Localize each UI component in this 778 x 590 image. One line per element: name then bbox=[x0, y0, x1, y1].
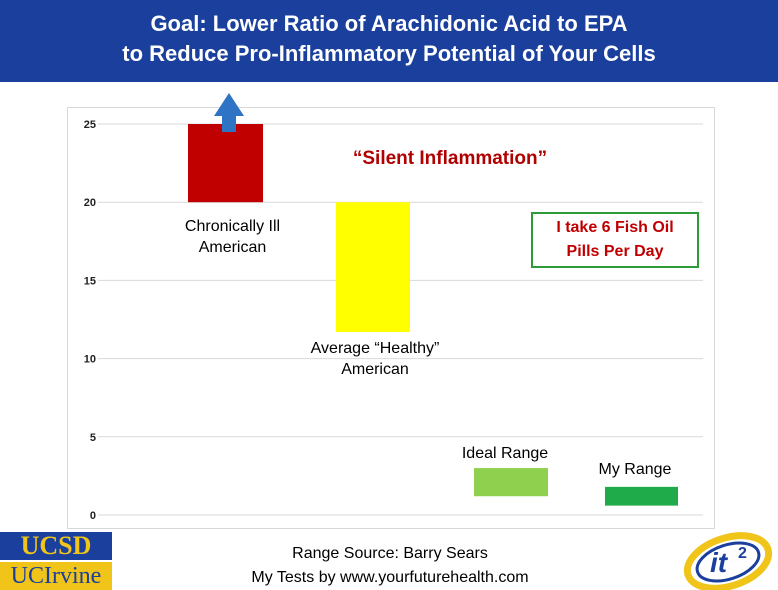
title-line-1: Goal: Lower Ratio of Arachidonic Acid to… bbox=[150, 11, 628, 36]
bar-4 bbox=[605, 486, 678, 506]
up-arrow-icon bbox=[214, 93, 244, 132]
y-tick-label: 15 bbox=[84, 275, 96, 287]
y-tick-label: 20 bbox=[84, 197, 96, 209]
average-label-line-2: American bbox=[341, 361, 409, 378]
silent-inflammation-label: “Silent Inflammation” bbox=[352, 148, 548, 169]
chronic-label-line-2: American bbox=[198, 239, 267, 256]
title-banner: Goal: Lower Ratio of Arachidonic Acid to… bbox=[0, 0, 778, 82]
bar-3 bbox=[474, 468, 548, 497]
chronic-label-line-1: Chronically Ill bbox=[184, 218, 281, 235]
ideal-range-label: Ideal Range bbox=[461, 445, 549, 462]
source-line-2: My Tests by www.yourfuturehealth.com bbox=[251, 569, 529, 586]
bars bbox=[188, 124, 678, 506]
fish-oil-line-2: Pills Per Day bbox=[566, 243, 664, 260]
average-label-line-1: Average “Healthy” bbox=[310, 340, 440, 357]
source-line-1: Range Source: Barry Sears bbox=[292, 545, 488, 562]
chart-frame bbox=[67, 107, 715, 529]
y-tick-label: 5 bbox=[90, 432, 96, 444]
it2-logo: it 2 bbox=[683, 532, 773, 590]
average-label: Average “Healthy” American bbox=[280, 338, 470, 380]
y-axis-ticks: 0 5 10 15 20 25 bbox=[84, 119, 96, 522]
source-note: Range Source: Barry Sears My Tests by ww… bbox=[190, 542, 590, 590]
y-tick-label: 25 bbox=[84, 119, 96, 131]
y-tick-label: 10 bbox=[84, 354, 96, 366]
it2-logo-superscript: 2 bbox=[738, 545, 747, 562]
ucsd-logo: UCSD bbox=[0, 532, 112, 560]
uc-irvine-logo: UCIrvine bbox=[0, 562, 112, 590]
bar-2 bbox=[336, 202, 410, 333]
bar-1 bbox=[188, 124, 263, 203]
fish-oil-note: I take 6 Fish Oil Pills Per Day bbox=[531, 212, 699, 268]
my-range-label: My Range bbox=[598, 461, 672, 478]
fish-oil-line-1: I take 6 Fish Oil bbox=[556, 219, 674, 236]
chronic-label: Chronically Ill American bbox=[160, 216, 305, 258]
it2-logo-text: it bbox=[710, 547, 729, 578]
y-tick-label: 0 bbox=[90, 510, 96, 522]
title-line-2: to Reduce Pro-Inflammatory Potential of … bbox=[122, 41, 656, 66]
